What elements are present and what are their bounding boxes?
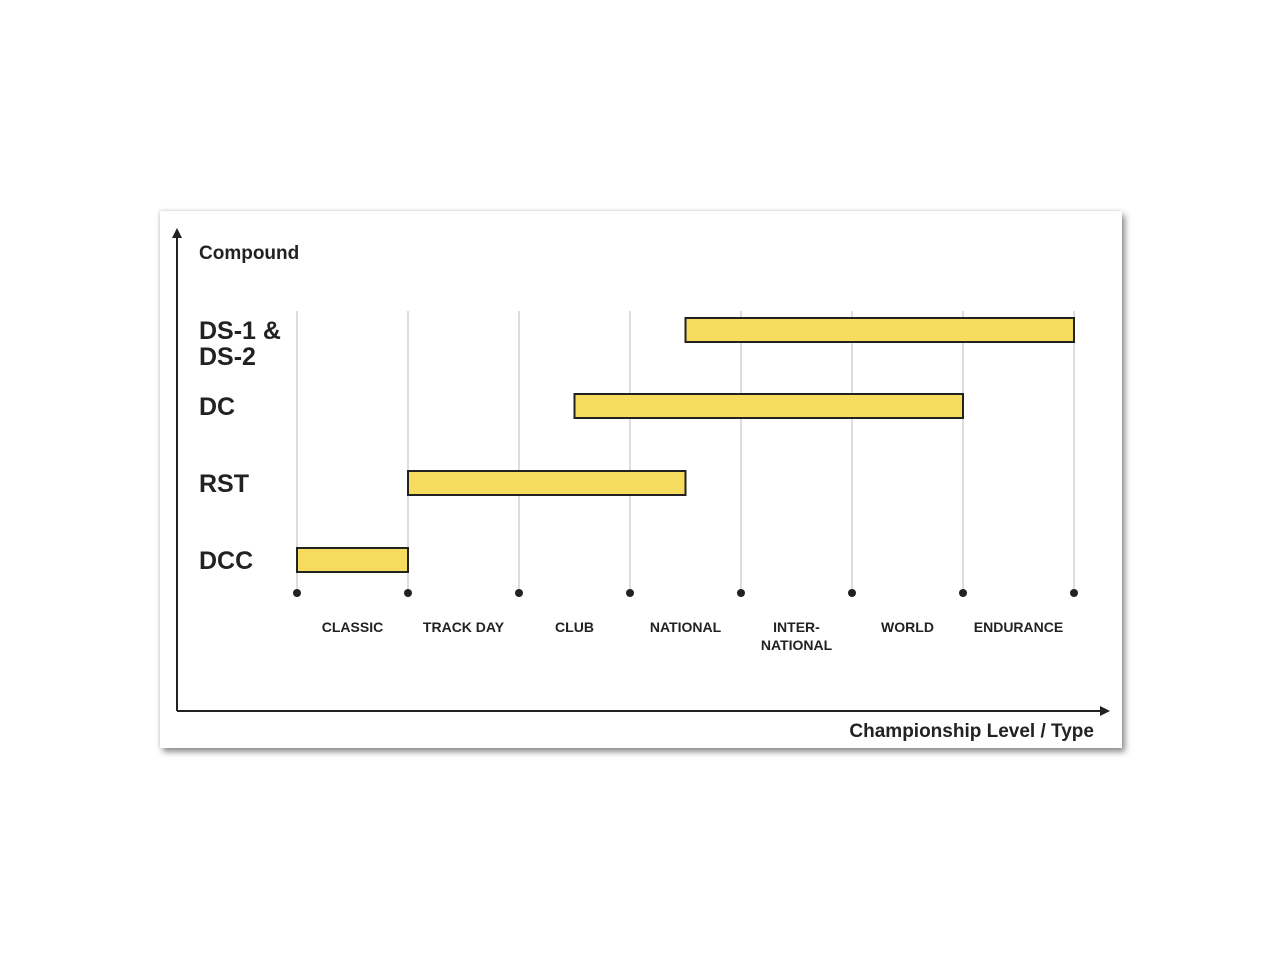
- x-tick-label: WORLD: [881, 619, 934, 635]
- x-tick-label: INTER-NATIONAL: [761, 619, 833, 653]
- tick-dot: [737, 589, 745, 597]
- y-axis-title: Compound: [199, 243, 299, 264]
- x-tick-label: CLUB: [555, 619, 594, 635]
- x-axis-title: Championship Level / Type: [849, 721, 1094, 742]
- tick-dot: [848, 589, 856, 597]
- y-category-label: DCC: [199, 547, 253, 575]
- range-bar: [296, 547, 409, 573]
- tick-dot: [515, 589, 523, 597]
- x-tick-label: ENDURANCE: [974, 619, 1063, 635]
- range-bar: [407, 470, 687, 496]
- x-tick-label: TRACK DAY: [423, 619, 505, 635]
- y-category-label: DC: [199, 393, 235, 421]
- tick-dot: [293, 589, 301, 597]
- tick-dot: [959, 589, 967, 597]
- tick-dot: [1070, 589, 1078, 597]
- tick-dot: [404, 589, 412, 597]
- x-tick-label: CLASSIC: [322, 619, 383, 635]
- y-category-label: DS-1 & DS-2: [199, 317, 281, 371]
- range-bar: [573, 393, 964, 419]
- y-category-label: RST: [199, 470, 249, 498]
- tick-dot: [626, 589, 634, 597]
- range-bar: [684, 317, 1075, 343]
- x-tick-label: NATIONAL: [650, 619, 722, 635]
